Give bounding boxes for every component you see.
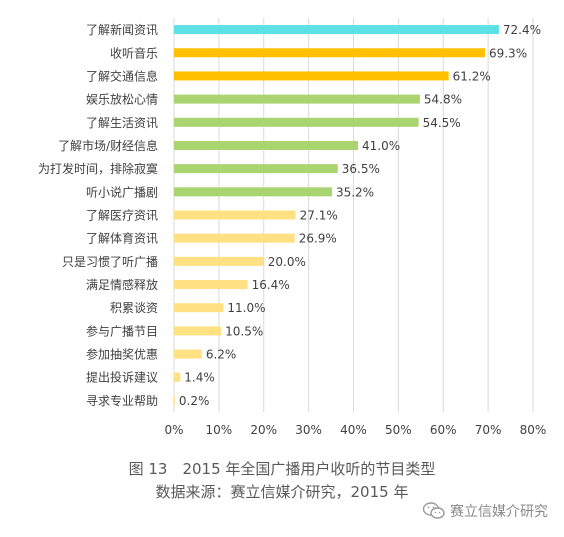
data-label: 61.2% — [453, 69, 491, 83]
category-label: 积累谈资 — [110, 301, 158, 315]
category-label: 收听音乐 — [110, 45, 158, 60]
category-label: 参加抽奖优惠 — [86, 347, 158, 362]
bar — [174, 187, 332, 197]
category-label: 满足情感释放 — [86, 277, 158, 292]
bar — [174, 117, 419, 127]
data-label: 1.4% — [184, 371, 215, 385]
category-label: 了解新闻资讯 — [86, 22, 158, 37]
x-tick-label: 40% — [340, 423, 367, 437]
x-tick-label: 0% — [164, 423, 183, 437]
x-tick-labels: 0% 10% 20% 30% 40% 50% 60% 70% 80% — [164, 423, 546, 437]
bar — [174, 280, 248, 290]
data-label: 0.2% — [179, 394, 210, 408]
bar — [174, 303, 224, 313]
bar — [174, 210, 296, 220]
category-label: 听小说广播剧 — [86, 184, 158, 199]
data-label: 16.4% — [252, 278, 290, 292]
category-label: 为打发时间，排除寂寞 — [38, 161, 158, 176]
bar — [174, 256, 264, 266]
category-labels: 了解新闻资讯收听音乐了解交通信息娱乐放松心情了解生活资讯了解市场/财经信息为打发… — [38, 22, 158, 408]
bar — [174, 233, 295, 243]
x-tick-label: 60% — [430, 423, 457, 437]
data-label: 26.9% — [299, 232, 337, 246]
category-label: 只是习惯了听广播 — [62, 254, 158, 269]
bar — [174, 349, 202, 359]
bar-chart: 72.4% 69.3% 61.2% 54.8% 54.5% 41.0% 36.5% 35.2%… — [38, 18, 546, 437]
data-label: 41.0% — [362, 139, 400, 153]
watermark-text: 赛立信媒介研究 — [450, 504, 548, 520]
x-tick-label: 70% — [475, 423, 502, 437]
x-tick-label: 30% — [295, 423, 322, 437]
bar — [174, 395, 175, 405]
x-tick-label: 10% — [206, 423, 233, 437]
category-label: 了解生活资讯 — [86, 116, 158, 130]
bars: 72.4% 69.3% 61.2% 54.8% 54.5% 41.0% 36.5% 35.2%… — [174, 23, 541, 408]
bar — [174, 140, 358, 150]
category-label: 了解市场/财经信息 — [58, 138, 158, 153]
watermark: 赛立信媒介研究 — [422, 501, 548, 521]
wechat-icon — [422, 502, 445, 519]
data-label: 27.1% — [300, 209, 338, 223]
x-tick-label: 50% — [385, 423, 412, 437]
data-label: 72.4% — [503, 23, 541, 37]
x-tick-label: 80% — [520, 423, 547, 437]
bar — [174, 94, 420, 104]
grid-lines — [173, 18, 534, 412]
data-label: 69.3% — [489, 46, 527, 60]
data-label: 11.0% — [227, 301, 265, 315]
bar — [174, 25, 499, 35]
category-label: 参与广播节目 — [86, 323, 158, 338]
category-label: 娱乐放松心情 — [86, 92, 158, 107]
category-label: 了解体育资讯 — [86, 231, 158, 246]
chart-title: 图 13 2015 年全国广播用户收听的节目类型 — [128, 460, 436, 478]
chart-source: 数据来源：赛立信媒介研究，2015 年 — [155, 483, 409, 501]
data-label: 20.0% — [268, 255, 306, 269]
category-label: 了解交通信息 — [86, 68, 158, 83]
data-label: 6.2% — [206, 348, 237, 362]
category-label: 提出投诉建议 — [86, 370, 158, 385]
bar — [174, 48, 485, 58]
bar — [174, 372, 181, 382]
data-label: 36.5% — [342, 162, 380, 176]
data-label: 10.5% — [225, 324, 263, 338]
data-label: 54.8% — [424, 93, 462, 107]
bar — [174, 71, 449, 81]
data-label: 35.2% — [336, 185, 374, 199]
x-tick-label: 20% — [250, 423, 277, 437]
bar — [174, 164, 338, 174]
bar — [174, 326, 222, 336]
data-label: 54.5% — [423, 116, 461, 130]
category-label: 寻求专业帮助 — [86, 393, 158, 408]
category-label: 了解医疗资讯 — [86, 209, 158, 223]
